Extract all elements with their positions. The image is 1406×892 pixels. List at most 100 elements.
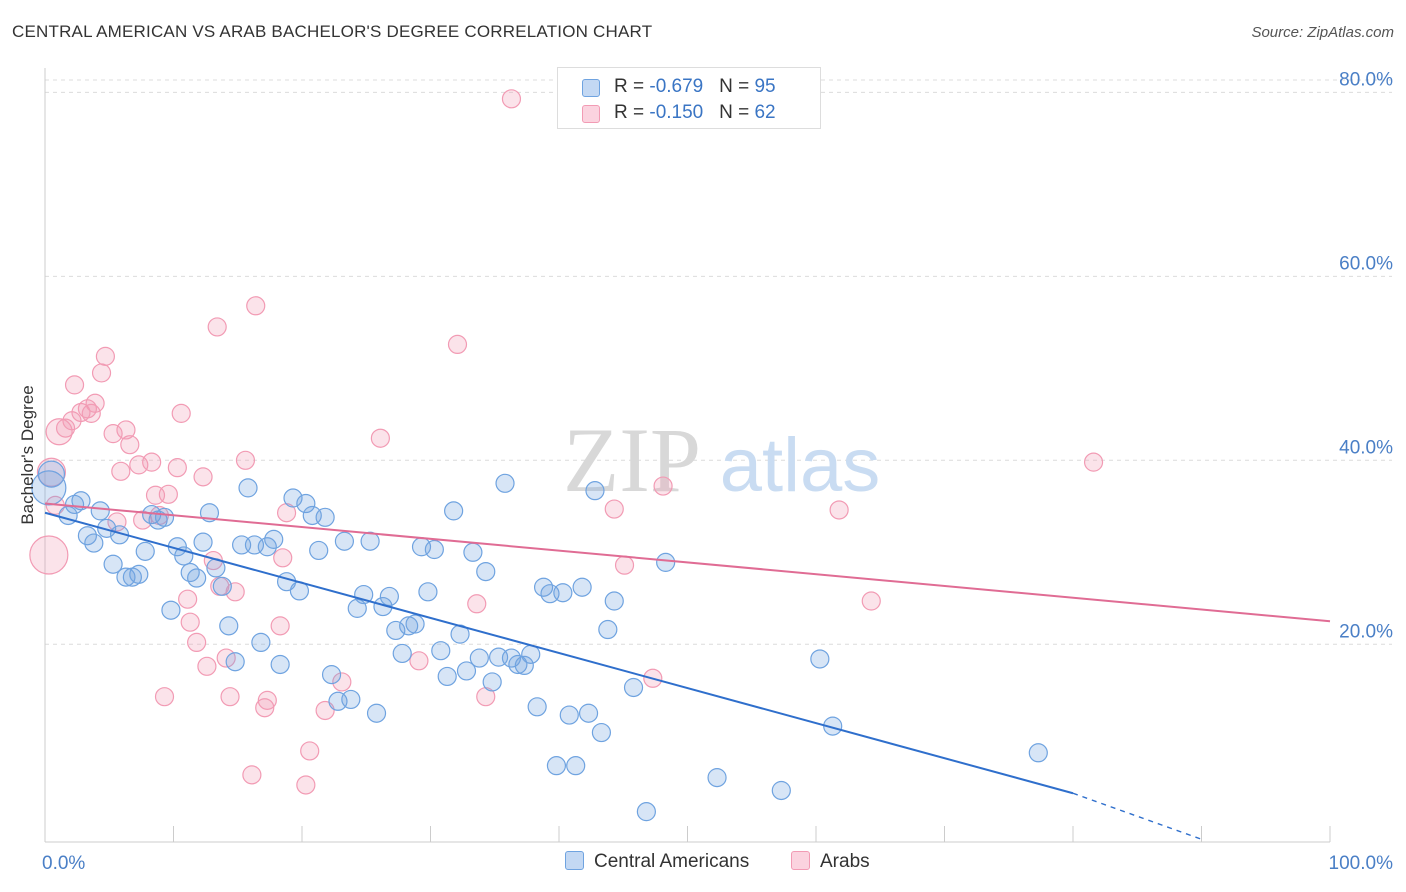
central-american-point — [514, 655, 534, 676]
legend-r-value: -0.150 — [649, 102, 704, 123]
bottom-legend-swatch-central-americans — [565, 851, 584, 870]
arab-point — [370, 428, 390, 448]
arab-point — [300, 741, 320, 761]
central-american-point — [424, 539, 444, 560]
legend-r-value: -0.679 — [649, 76, 704, 97]
central-american-point — [399, 616, 419, 636]
central-american-point — [219, 616, 239, 636]
watermark: ZIP atlas — [563, 409, 880, 511]
central-american-point — [296, 493, 316, 514]
central-american-point — [315, 507, 335, 527]
central-american-point — [707, 768, 727, 788]
central-american-points — [31, 460, 1048, 822]
central-american-point — [321, 665, 342, 685]
chart-source: Source: ZipAtlas.com — [1251, 24, 1394, 41]
central-american-point — [309, 540, 329, 561]
arab-point — [81, 403, 101, 423]
arab-point — [167, 458, 187, 478]
bottom-legend-central-americans: Central Americans — [565, 851, 749, 873]
arab-point — [604, 499, 624, 519]
central-american-point — [334, 531, 355, 551]
central-american-point — [251, 632, 271, 653]
central-american-point — [270, 654, 290, 675]
central-american-point — [456, 661, 477, 681]
central-american-point — [521, 644, 541, 664]
arab-point — [171, 403, 191, 423]
watermark-atlas: atlas — [720, 423, 881, 508]
central-american-point — [546, 756, 567, 776]
central-american-point — [495, 473, 515, 493]
arab-trend-line — [44, 502, 1331, 623]
central-american-point — [771, 780, 791, 801]
central-american-point — [103, 554, 123, 574]
arab-point — [116, 420, 136, 440]
arab-point — [270, 616, 290, 636]
arab-point — [178, 589, 198, 609]
arab-point — [296, 775, 316, 795]
arab-point — [409, 651, 429, 671]
arab-point — [197, 656, 217, 676]
arab-point — [158, 484, 178, 504]
arab-point — [193, 467, 213, 487]
arab-point — [255, 698, 275, 718]
central-american-point — [341, 689, 361, 710]
arab-point — [85, 393, 105, 413]
central-american-point — [591, 722, 612, 743]
chart-title: CENTRAL AMERICAN VS ARAB BACHELOR'S DEGR… — [12, 22, 653, 41]
central-american-point — [71, 491, 91, 511]
arab-point — [1083, 452, 1104, 472]
central-american-point — [154, 507, 175, 527]
arab-point — [273, 548, 293, 568]
central-american-point — [469, 648, 489, 668]
central-american-point — [463, 542, 483, 562]
arab-point — [111, 461, 131, 481]
central-american-point — [135, 541, 155, 561]
arab-point — [187, 632, 207, 653]
central-american-point — [444, 501, 464, 521]
central-american-point — [476, 561, 496, 582]
central-american-point — [559, 705, 579, 725]
central-american-point — [392, 643, 412, 664]
central-american-point — [193, 532, 213, 552]
central-american-point — [238, 478, 258, 498]
bottom-legend-label: Central Americans — [594, 851, 750, 872]
arab-point — [64, 375, 85, 395]
arab-point — [235, 450, 256, 470]
central-american-point — [437, 666, 457, 687]
central-american-point — [636, 802, 656, 822]
central-american-trend-line — [44, 511, 1074, 795]
central-american-point — [482, 672, 502, 692]
bottom-legend-swatch-arabs — [791, 851, 810, 870]
arab-point — [95, 346, 115, 366]
central-american-point — [578, 703, 599, 723]
central-american-point — [386, 620, 406, 641]
arab-point — [120, 435, 140, 455]
central-american-point — [604, 591, 624, 611]
arab-point — [71, 402, 91, 423]
central-american-point — [129, 564, 149, 584]
central-american-point — [31, 470, 67, 506]
arab-point — [180, 612, 200, 632]
central-american-point — [527, 697, 547, 717]
legend-n-value: 62 — [754, 102, 776, 123]
central-american-point — [366, 703, 387, 723]
arab-point — [91, 363, 112, 383]
central-american-point — [225, 652, 245, 672]
central-american-point — [405, 614, 425, 634]
legend-n-value: 95 — [754, 76, 776, 97]
x-tick-label-max: 100.0% — [1329, 853, 1394, 874]
arab-point — [829, 500, 849, 520]
central-american-trend-extension — [1072, 792, 1202, 840]
central-american-point — [379, 586, 399, 607]
grid-lines — [45, 79, 1392, 645]
bottom-legend-label: Arabs — [820, 851, 870, 872]
central-american-point — [360, 531, 380, 551]
arab-point — [614, 555, 635, 575]
central-american-point — [623, 677, 644, 698]
central-american-point — [264, 529, 284, 549]
central-american-point — [598, 619, 618, 640]
central-american-point — [84, 533, 104, 553]
legend-swatch-arabs — [582, 105, 600, 123]
central-american-point — [212, 576, 232, 596]
